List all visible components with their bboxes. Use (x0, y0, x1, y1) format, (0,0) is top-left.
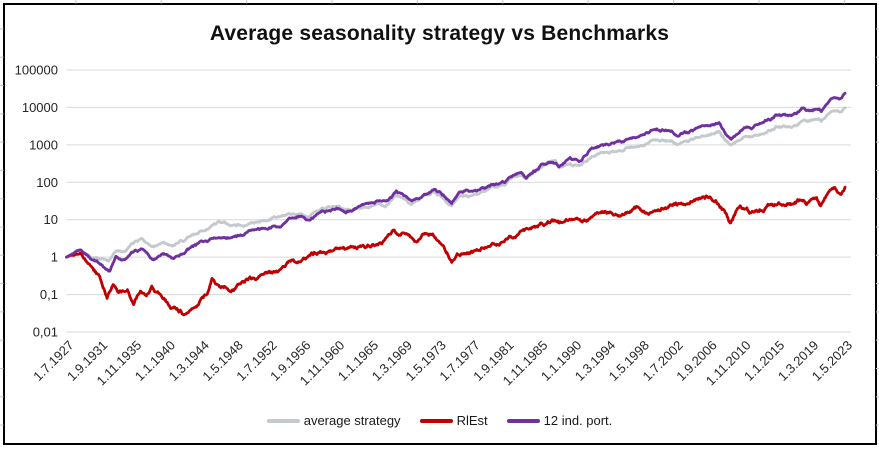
y-tick-label: 10 (44, 212, 58, 227)
spreadsheet-row-gridline (0, 396, 4, 398)
spreadsheet-row-gridline (876, 85, 879, 86)
spreadsheet-row-gridline (876, 368, 879, 369)
legend-item-average-strategy[interactable]: average strategy (266, 413, 401, 428)
spreadsheet-row-gridline (876, 198, 879, 200)
spreadsheet-row-gridline (876, 28, 879, 30)
spreadsheet-column-gridline (843, 0, 845, 4)
legend-swatch-average-strategy (266, 418, 300, 423)
spreadsheet-row-gridline (0, 226, 4, 228)
spreadsheet-row-gridline (0, 28, 4, 30)
y-tick-label: 0,01 (33, 325, 58, 340)
spreadsheet-row-gridline (876, 396, 879, 398)
spreadsheet-row-gridline (876, 56, 879, 58)
spreadsheet-row-gridline (0, 339, 4, 341)
legend-item-12-ind-port[interactable]: 12 ind. port. (506, 413, 613, 428)
series-line-12-ind-port (65, 91, 847, 273)
spreadsheet-row-gridline (0, 85, 4, 86)
spreadsheet-column-gridline (75, 0, 77, 4)
legend-label-rlest: RlEst (456, 413, 488, 428)
spreadsheet-column-gridline (587, 0, 589, 4)
spreadsheet-row-gridline (876, 226, 879, 228)
spreadsheet-row-gridline (876, 283, 879, 285)
y-tick-label: 10000 (22, 100, 58, 115)
spreadsheet-row-gridline (0, 198, 4, 200)
y-tick-label: 100 (36, 175, 58, 190)
legend-label-average-strategy: average strategy (303, 413, 401, 428)
spreadsheet-row-gridline (0, 141, 4, 143)
spreadsheet-column-gridline (502, 0, 504, 4)
y-tick-label: 1000 (29, 137, 58, 152)
legend-swatch-12-ind-port (506, 418, 540, 423)
series-line-average-strategy (65, 106, 847, 263)
spreadsheet-row-gridline (0, 169, 4, 171)
chart-title: Average seasonality strategy vs Benchmar… (209, 22, 670, 45)
spreadsheet-column-gridline (416, 0, 418, 4)
spreadsheet-row-gridline (0, 311, 4, 313)
spreadsheet-row-gridline (876, 311, 879, 313)
spreadsheet-row-gridline (0, 283, 4, 285)
series-line-rlest (65, 185, 847, 317)
spreadsheet-column-gridline (673, 0, 675, 4)
spreadsheet-column-gridline (758, 0, 760, 4)
y-tick-label: 100000 (15, 63, 58, 78)
y-tick-label: 0,1 (40, 287, 58, 302)
spreadsheet-row-gridline (0, 368, 4, 369)
spreadsheet-row-gridline (876, 169, 879, 171)
chart-legend: average strategy RlEst 12 ind. port. (0, 413, 879, 428)
spreadsheet-row-gridline (0, 56, 4, 58)
legend-item-rlest[interactable]: RlEst (419, 413, 488, 428)
spreadsheet-row-gridline (0, 254, 4, 256)
y-tick-label: 1 (51, 250, 58, 265)
spreadsheet-row-gridline (0, 424, 4, 426)
legend-label-12-ind-port: 12 ind. port. (543, 413, 613, 428)
spreadsheet-row-gridline (876, 141, 879, 143)
spreadsheet-row-gridline (876, 424, 879, 426)
spreadsheet-column-gridline (331, 0, 333, 4)
spreadsheet-column-gridline (246, 0, 248, 4)
spreadsheet-row-gridline (0, 113, 4, 115)
spreadsheet-row-gridline (876, 339, 879, 341)
legend-swatch-rlest (419, 418, 453, 423)
spreadsheet-row-gridline (876, 113, 879, 115)
spreadsheet-row-gridline (876, 254, 879, 256)
spreadsheet-column-gridline (160, 0, 162, 4)
